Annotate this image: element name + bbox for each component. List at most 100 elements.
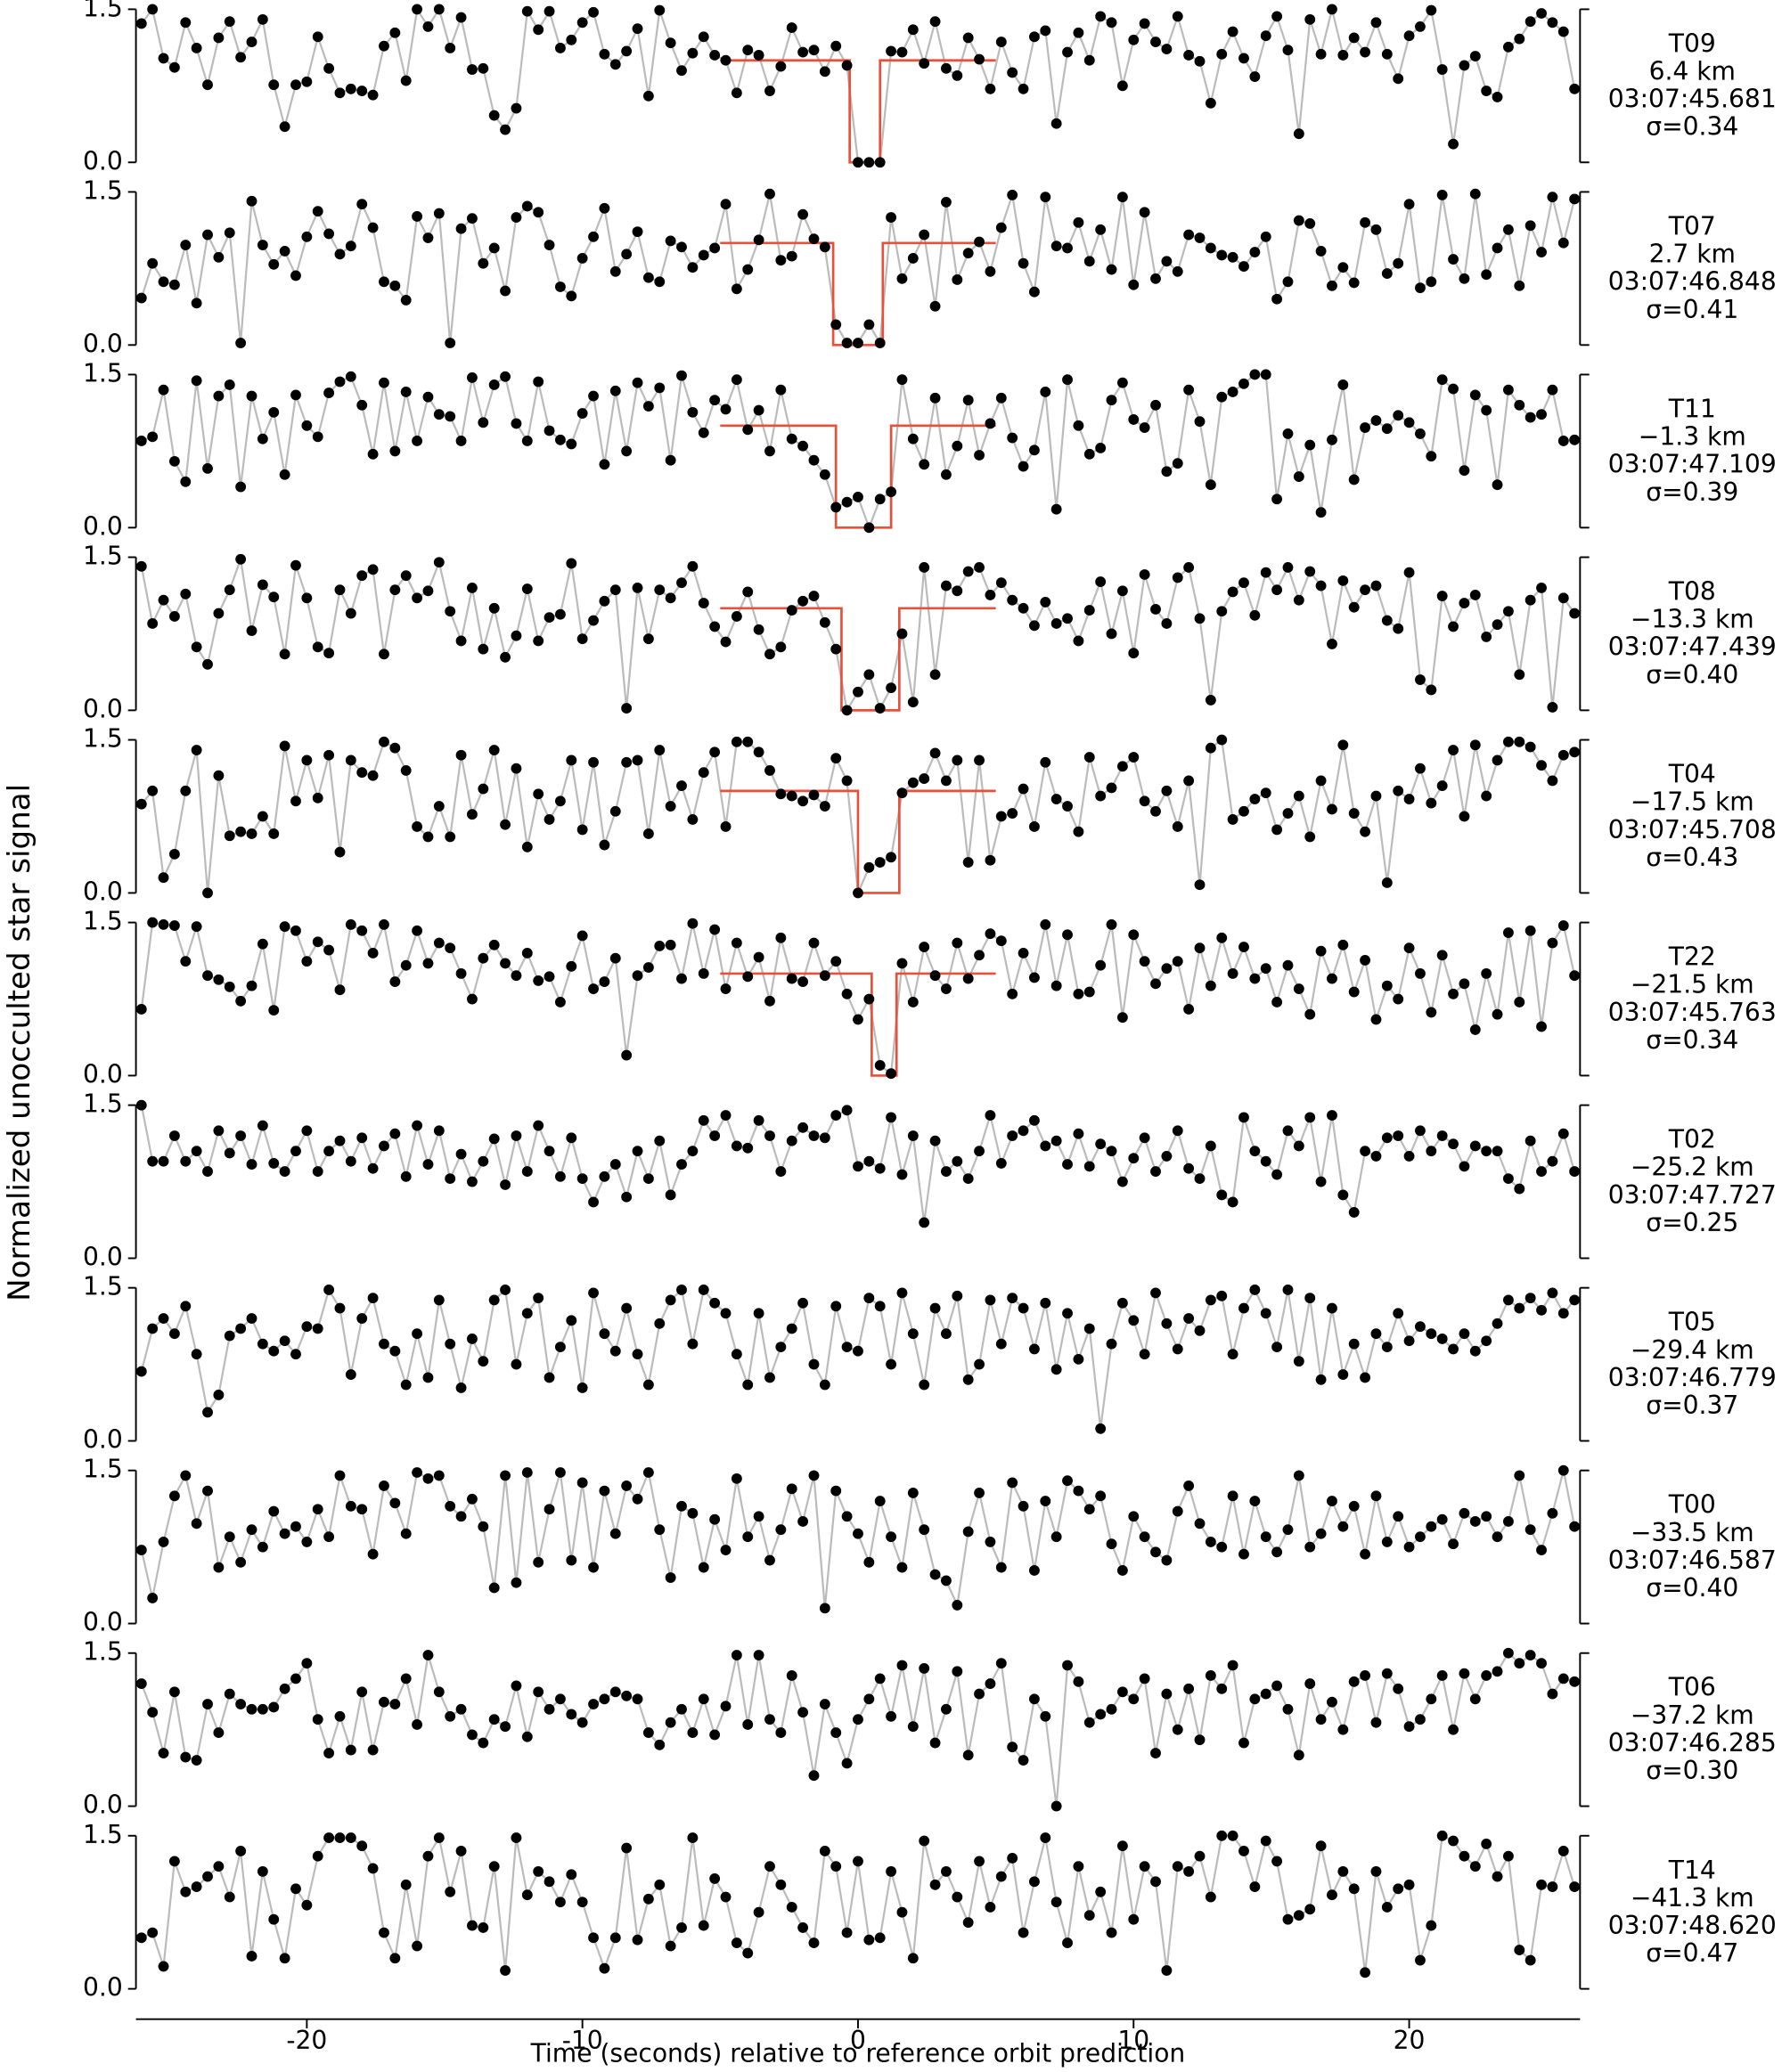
data-point (224, 830, 235, 842)
data-point (995, 1562, 1007, 1573)
data-point (698, 767, 709, 779)
data-point (1348, 474, 1360, 485)
data-point (379, 1696, 389, 1708)
data-point (588, 756, 599, 768)
data-point (1426, 797, 1437, 809)
data-point (874, 1301, 886, 1312)
data-point (1293, 1910, 1304, 1921)
data-point (874, 494, 886, 505)
data-point (279, 469, 290, 480)
data-point (599, 839, 610, 851)
data-point (841, 988, 853, 999)
data-point (521, 5, 533, 17)
data-point (1426, 1146, 1437, 1157)
data-point (1271, 584, 1283, 596)
data-point (786, 1135, 797, 1146)
data-point (433, 1832, 445, 1843)
data-point (544, 1876, 555, 1888)
data-point (1260, 1688, 1271, 1700)
data-point (907, 697, 919, 708)
data-point (775, 61, 787, 72)
data-point (323, 1146, 335, 1157)
data-point (797, 795, 809, 807)
data-point (1360, 955, 1371, 966)
data-point (588, 231, 599, 242)
y-tick-label: 1.5 (83, 542, 123, 571)
data-point (819, 1379, 830, 1391)
data-point (1381, 268, 1393, 280)
data-point (533, 1865, 544, 1877)
data-point (1150, 399, 1161, 411)
y-tick-label: 1.5 (83, 907, 123, 936)
data-point (488, 1714, 500, 1725)
data-point (1040, 25, 1051, 37)
data-point (1018, 1500, 1029, 1512)
data-point (1426, 4, 1437, 16)
data-point (974, 755, 985, 766)
data-point (1216, 1189, 1228, 1201)
data-point (478, 257, 489, 269)
data-point (1337, 379, 1349, 390)
data-point (521, 1889, 533, 1901)
data-point (1448, 383, 1459, 395)
data-point (874, 1162, 886, 1174)
data-point (1116, 80, 1128, 92)
data-point (1150, 37, 1161, 47)
data-point (257, 1865, 268, 1877)
data-point (147, 1155, 159, 1167)
data-point (158, 1313, 169, 1324)
data-point (147, 618, 159, 629)
data-point (1040, 1140, 1051, 1152)
data-point (1150, 1876, 1161, 1888)
data-point (1050, 794, 1062, 804)
y-tick-label: 0.0 (83, 1973, 123, 2003)
data-point (1403, 942, 1415, 954)
data-point (1194, 1850, 1206, 1862)
data-point (1028, 1565, 1040, 1576)
data-point (995, 222, 1007, 233)
data-point (1183, 1683, 1195, 1694)
data-point (731, 283, 742, 295)
data-point (1469, 1024, 1481, 1035)
data-point (356, 925, 368, 936)
data-point (786, 973, 797, 984)
data-point (1360, 1670, 1371, 1681)
data-point (775, 1342, 787, 1353)
data-point (1502, 41, 1514, 53)
data-point (455, 436, 467, 446)
data-point (808, 233, 820, 245)
data-point (654, 1524, 666, 1536)
data-point (621, 445, 633, 457)
data-point (985, 1294, 996, 1306)
data-point (445, 606, 456, 617)
data-point (654, 745, 666, 755)
data-point (599, 976, 610, 987)
panel-label: −17.5 km (1631, 787, 1754, 817)
data-point (775, 1879, 787, 1890)
data-point (709, 1729, 721, 1741)
data-point (367, 1293, 379, 1304)
data-point (445, 1173, 456, 1185)
y-tick-label: 0.0 (83, 1608, 123, 1637)
panel-label: σ=0.40 (1646, 1573, 1738, 1603)
data-point (797, 1122, 809, 1133)
data-point (1040, 597, 1051, 608)
data-point (1161, 1688, 1173, 1700)
data-point (147, 1323, 159, 1334)
data-point (919, 773, 930, 785)
data-point (1062, 613, 1073, 624)
data-point (1348, 277, 1360, 289)
data-point (1028, 286, 1040, 298)
data-point (1073, 1676, 1084, 1687)
data-point (1448, 1538, 1459, 1550)
data-point (632, 970, 643, 982)
data-point (709, 746, 721, 758)
data-point (1116, 761, 1128, 772)
data-point (521, 200, 533, 212)
data-point (886, 682, 897, 694)
data-point (1238, 942, 1249, 953)
y-tick-label: 0.0 (83, 1791, 123, 1820)
data-point (1106, 1146, 1117, 1157)
data-point (1260, 1835, 1271, 1847)
data-point (676, 370, 687, 381)
